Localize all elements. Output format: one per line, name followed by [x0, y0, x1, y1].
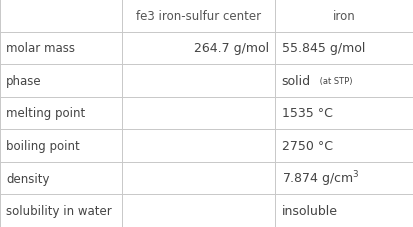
Text: solid: solid [281, 75, 310, 88]
Text: 264.7 g/mol: 264.7 g/mol [194, 42, 268, 55]
Text: 2750 °C: 2750 °C [281, 139, 332, 152]
Text: melting point: melting point [6, 107, 85, 120]
Text: solubility in water: solubility in water [6, 204, 112, 217]
Text: density: density [6, 172, 50, 185]
Text: boiling point: boiling point [6, 139, 80, 152]
Text: (at STP): (at STP) [316, 76, 351, 86]
Text: 1535 °C: 1535 °C [281, 107, 332, 120]
Text: iron: iron [332, 10, 355, 23]
Text: molar mass: molar mass [6, 42, 75, 55]
Text: fe3 iron-sulfur center: fe3 iron-sulfur center [136, 10, 261, 23]
Text: 7.874 g/cm$^3$: 7.874 g/cm$^3$ [281, 169, 358, 188]
Text: 55.845 g/mol: 55.845 g/mol [281, 42, 364, 55]
Text: phase: phase [6, 75, 42, 88]
Text: insoluble: insoluble [281, 204, 337, 217]
